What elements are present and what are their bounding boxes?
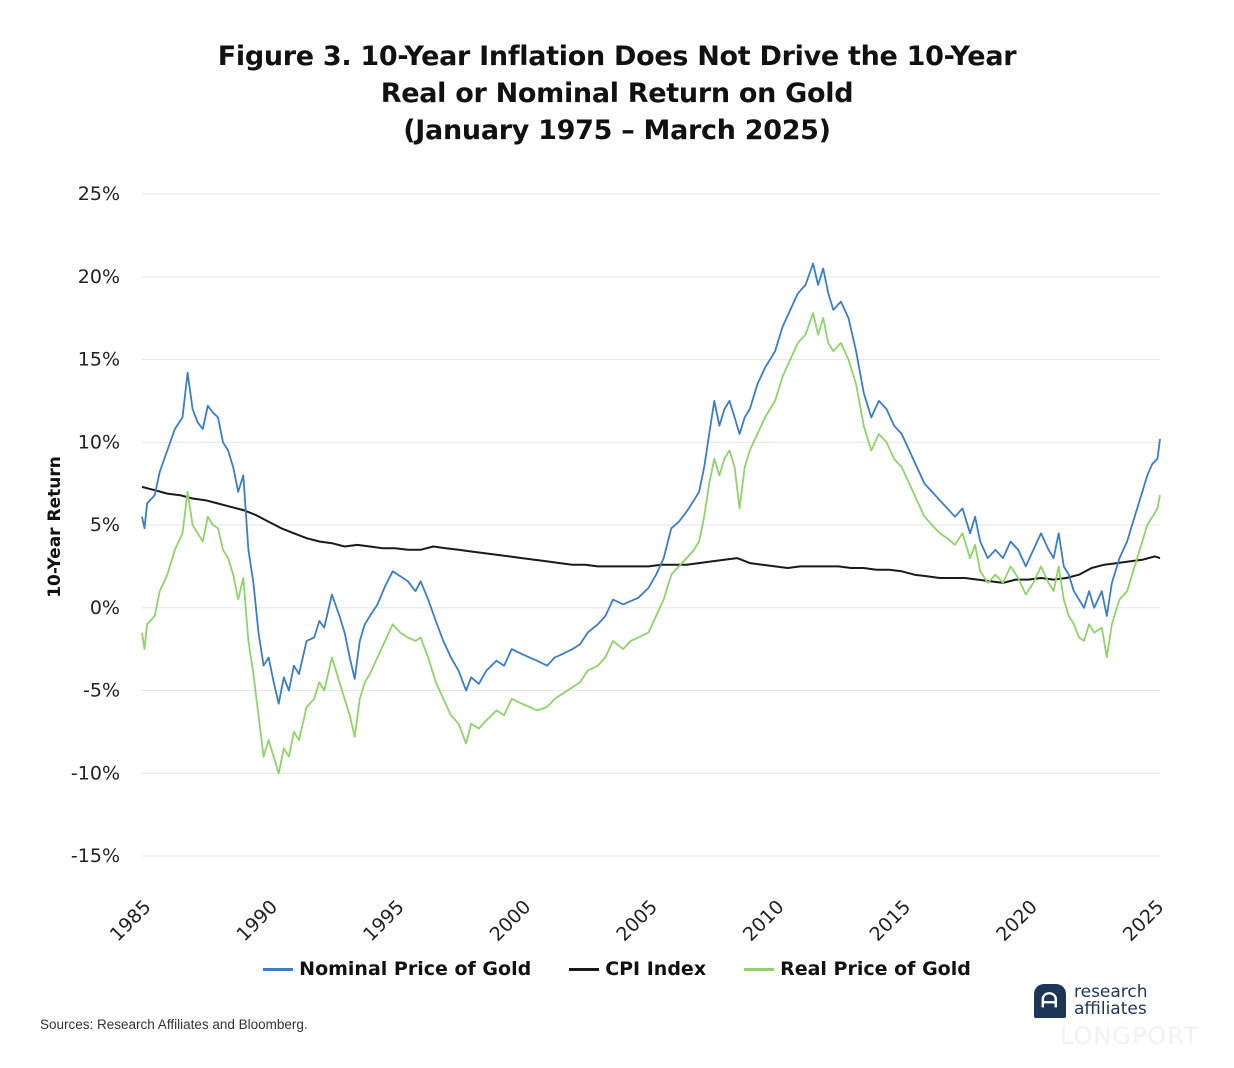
logo-text-line-1: research: [1074, 982, 1148, 1002]
legend-item-nominal: Nominal Price of Gold: [263, 958, 531, 980]
x-tick-label: 1995: [359, 896, 409, 946]
y-axis-ticks: 25% 20% 15% 10% 5% 0% -5% -10% -15%: [71, 183, 120, 867]
legend-item-real: Real Price of Gold: [744, 958, 971, 980]
series-line-real-price-of-gold: [141, 312, 1161, 775]
y-tick-label: 5%: [90, 514, 120, 536]
x-axis-ticks: 1985 1990 1995 2000 2005 2010 2015 2020 2025: [106, 896, 1169, 946]
y-tick-label: 0%: [90, 597, 120, 619]
y-tick-label: 15%: [78, 349, 120, 371]
y-tick-label: 10%: [78, 431, 120, 453]
line-chart: 25% 20% 15% 10% 5% 0% -5% -10% -15% 1985 1990 1995…: [45, 183, 1169, 946]
x-tick-label: 2005: [612, 896, 662, 946]
research-affiliates-logo: ᗩ research affiliates: [1034, 984, 1148, 1018]
y-tick-label: -10%: [71, 762, 120, 784]
x-tick-label: 2000: [486, 896, 536, 946]
x-tick-label: 2010: [739, 896, 789, 946]
series-lines: [141, 262, 1161, 775]
series-line-cpi-index: [141, 485, 1161, 584]
legend-label-cpi: CPI Index: [605, 958, 707, 980]
legend-swatch-cpi: [569, 967, 600, 971]
grid-lines: [142, 193, 1160, 857]
watermark: LONGPORT: [1060, 1022, 1199, 1050]
x-tick-label: 2015: [865, 896, 915, 946]
legend-label-nominal: Nominal Price of Gold: [299, 958, 532, 980]
legend-label-real: Real Price of Gold: [780, 958, 971, 980]
source-note: Sources: Research Affiliates and Bloombe…: [40, 1017, 308, 1032]
y-tick-label: -5%: [83, 680, 120, 702]
chart-title-line-1: Figure 3. 10-Year Inflation Does Not Dri…: [217, 41, 1017, 72]
logo-mark-glyph: ᗩ: [1041, 988, 1058, 1012]
x-tick-label: 2020: [992, 896, 1042, 946]
chart-title-line-3: (January 1975 – March 2025): [403, 115, 831, 146]
logo-text: research affiliates: [1074, 984, 1148, 1018]
x-tick-label: 1990: [232, 896, 282, 946]
logo-text-line-2: affiliates: [1074, 999, 1147, 1019]
logo-mark-icon: ᗩ: [1034, 984, 1066, 1018]
y-tick-label: 20%: [78, 266, 120, 288]
legend-swatch-nominal: [263, 967, 294, 971]
series-line-nominal-price-of-gold: [141, 262, 1161, 705]
legend-item-cpi: CPI Index: [569, 958, 706, 980]
y-axis-label: 10-Year Return: [45, 456, 65, 598]
legend-swatch-real: [744, 967, 775, 971]
chart-legend: Nominal Price of Gold CPI Index Real Pri…: [0, 958, 1234, 980]
x-tick-label: 1985: [106, 896, 156, 946]
chart-title-line-2: Real or Nominal Return on Gold: [380, 78, 854, 109]
y-tick-label: -15%: [71, 845, 120, 867]
chart-title: Figure 3. 10-Year Inflation Does Not Dri…: [0, 38, 1234, 149]
y-tick-label: 25%: [78, 183, 120, 205]
x-tick-label: 2025: [1119, 896, 1169, 946]
